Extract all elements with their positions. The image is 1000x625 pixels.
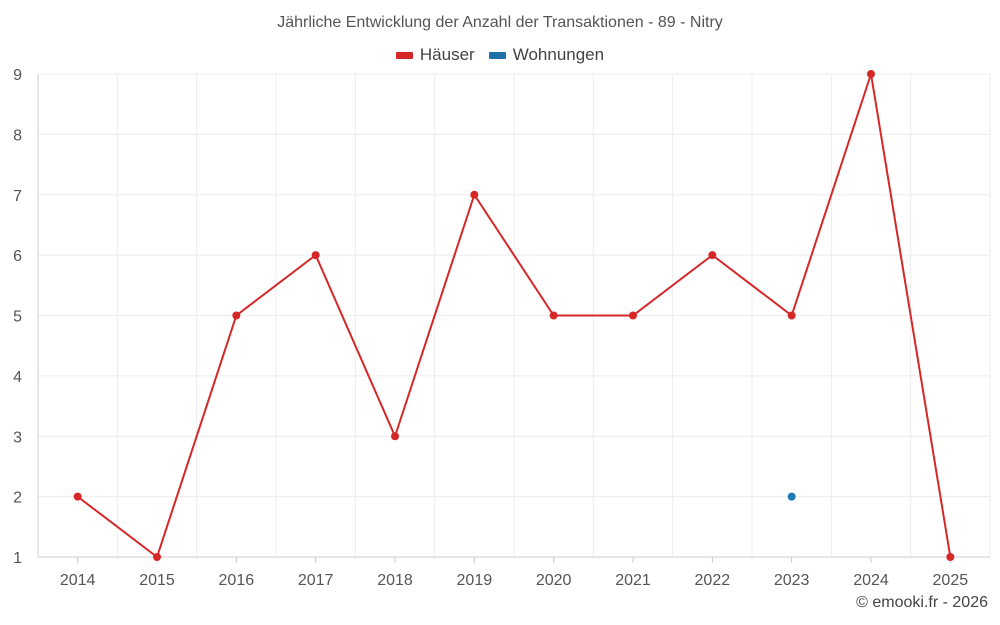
y-tick-label: 6 [13,248,22,265]
data-point-0 [629,311,637,320]
x-tick-label: 2024 [853,572,889,589]
data-point-0 [391,432,399,441]
legend-item-haeuser[interactable]: Häuser [395,45,475,65]
y-tick-label: 4 [13,369,22,386]
data-point-1 [787,492,796,501]
x-tick-label: 2016 [219,572,255,589]
data-point-0 [867,70,875,78]
series-line-0 [77,73,952,559]
y-tick-label: 3 [13,429,22,446]
legend-item-wohnungen[interactable]: Wohnungen [488,45,605,65]
x-tick-label: 2018 [377,572,413,589]
y-tick-label: 5 [13,309,22,326]
x-tick-label: 2014 [60,572,96,589]
y-tick-label: 7 [13,188,22,205]
copyright-credit: © emooki.fr - 2026 [856,594,988,611]
legend-label-wohnungen: Wohnungen [512,45,605,64]
x-tick-label: 2023 [774,572,810,589]
x-tick-label: 2022 [695,572,731,589]
y-tick-label: 9 [13,67,22,84]
legend-swatch-wohnungen [488,51,506,59]
data-point-0 [787,311,796,320]
chart-title: Jährliche Entwicklung der Anzahl der Tra… [277,14,723,31]
data-point-0 [470,190,479,199]
tick-labels: 1 2 3 4 5 6 7 8 9 2014 2015 2016 2017 2018 2019 2020 202… [13,67,968,589]
data-point-0 [73,492,82,501]
legend: Häuser Wohnungen [0,45,1000,65]
y-tick-label: 8 [13,127,22,144]
data-point-0 [153,553,161,561]
axes [37,74,990,563]
x-tick-label: 2020 [536,572,572,589]
y-tick-label: 2 [13,490,22,507]
series-lines [77,73,952,559]
legend-label-haeuser: Häuser [419,45,475,64]
data-point-0 [232,311,241,320]
legend-swatch-haeuser [395,51,413,59]
x-tick-label: 2021 [615,572,651,589]
data-point-0 [311,251,320,260]
y-tick-label: 1 [13,550,22,567]
x-tick-label: 2015 [139,572,175,589]
x-tick-label: 2025 [933,572,969,589]
series-points [73,70,955,561]
x-tick-label: 2019 [457,572,493,589]
data-point-0 [708,251,717,260]
data-point-0 [549,311,558,320]
data-point-0 [946,553,955,561]
x-tick-label: 2017 [298,572,334,589]
